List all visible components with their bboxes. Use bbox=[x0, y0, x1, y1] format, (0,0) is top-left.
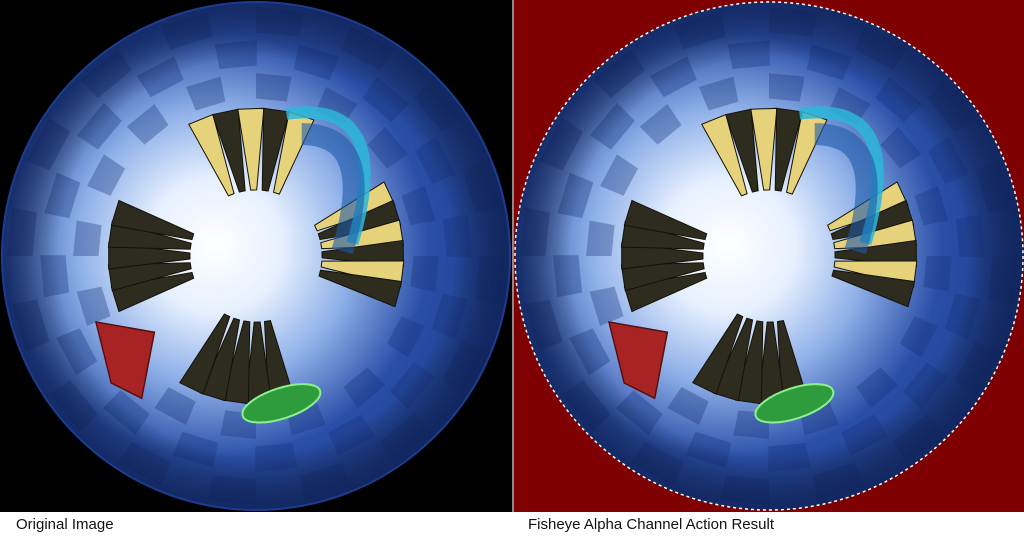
original-image-caption: Original Image bbox=[16, 516, 114, 533]
original-fisheye-image bbox=[1, 1, 511, 511]
fisheye-sphere bbox=[2, 2, 510, 510]
original-image-panel bbox=[0, 0, 512, 512]
result-image-panel bbox=[514, 0, 1024, 512]
panel-divider bbox=[512, 0, 514, 512]
result-fisheye-image bbox=[514, 1, 1024, 511]
result-image-caption: Fisheye Alpha Channel Action Result bbox=[528, 516, 774, 533]
fisheye-sphere bbox=[515, 2, 1023, 510]
